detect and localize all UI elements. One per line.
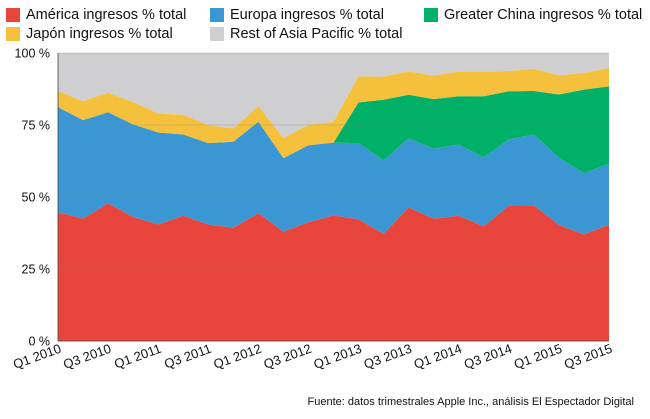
y-tick-layer: 0 % 25 % 50 % 75 % 100 % — [15, 47, 50, 349]
x-tick-label: Q1 2011 — [112, 341, 163, 372]
legend-swatch-rest-asia — [210, 27, 224, 41]
legend-swatch-greater-china — [424, 8, 438, 22]
legend-label-america: América ingresos % total — [26, 7, 187, 23]
legend-item-america: América ingresos % total — [6, 7, 186, 23]
area-greater-china — [58, 86, 609, 174]
x-tick-label: Q3 2015 — [562, 341, 614, 372]
x-tick-label: Q1 2014 — [412, 341, 464, 372]
area-japon — [58, 68, 609, 159]
area-america — [58, 203, 609, 341]
y-tick-label: 0 % — [28, 335, 50, 349]
source-note: Fuente: datos trimestrales Apple Inc., a… — [307, 396, 635, 408]
x-tick-label: Q1 2012 — [211, 341, 263, 372]
legend-label-rest-asia: Rest of Asia Pacific % total — [230, 26, 403, 42]
x-tick-label: Q1 2013 — [312, 341, 364, 372]
legend-label-europa: Europa ingresos % total — [230, 7, 384, 23]
y-tick-label: 75 % — [22, 119, 51, 133]
x-tick-label: Q3 2012 — [261, 341, 313, 372]
legend-swatch-europa — [210, 8, 224, 22]
area-layer — [58, 53, 609, 341]
area-europa — [58, 107, 609, 235]
x-tick-label: Q3 2014 — [462, 341, 514, 372]
y-tick-label: 50 % — [22, 191, 51, 205]
x-tick-label: Q3 2010 — [61, 341, 113, 372]
legend-item-japon: Japón ingresos % total — [6, 26, 173, 42]
axis-layer — [57, 53, 609, 342]
legend-item-europa: Europa ingresos % total — [210, 7, 384, 23]
legend-item-greater-china: Greater China ingresos % total — [424, 7, 642, 23]
x-tick-label: Q3 2013 — [362, 341, 414, 372]
y-tick-label: 25 % — [22, 263, 51, 277]
area-rest-asia — [58, 53, 609, 138]
legend-label-japon: Japón ingresos % total — [26, 26, 173, 42]
x-tick-label: Q3 2011 — [162, 341, 213, 372]
legend-swatch-japon — [6, 27, 20, 41]
legend-swatch-america — [6, 8, 20, 22]
legend-label-greater-china: Greater China ingresos % total — [444, 7, 643, 23]
legend: América ingresos % total Europa ingresos… — [0, 0, 650, 48]
x-tick-label: Q1 2015 — [512, 341, 564, 372]
y-tick-label: 100 % — [15, 47, 50, 61]
legend-item-rest-asia: Rest of Asia Pacific % total — [210, 26, 402, 42]
